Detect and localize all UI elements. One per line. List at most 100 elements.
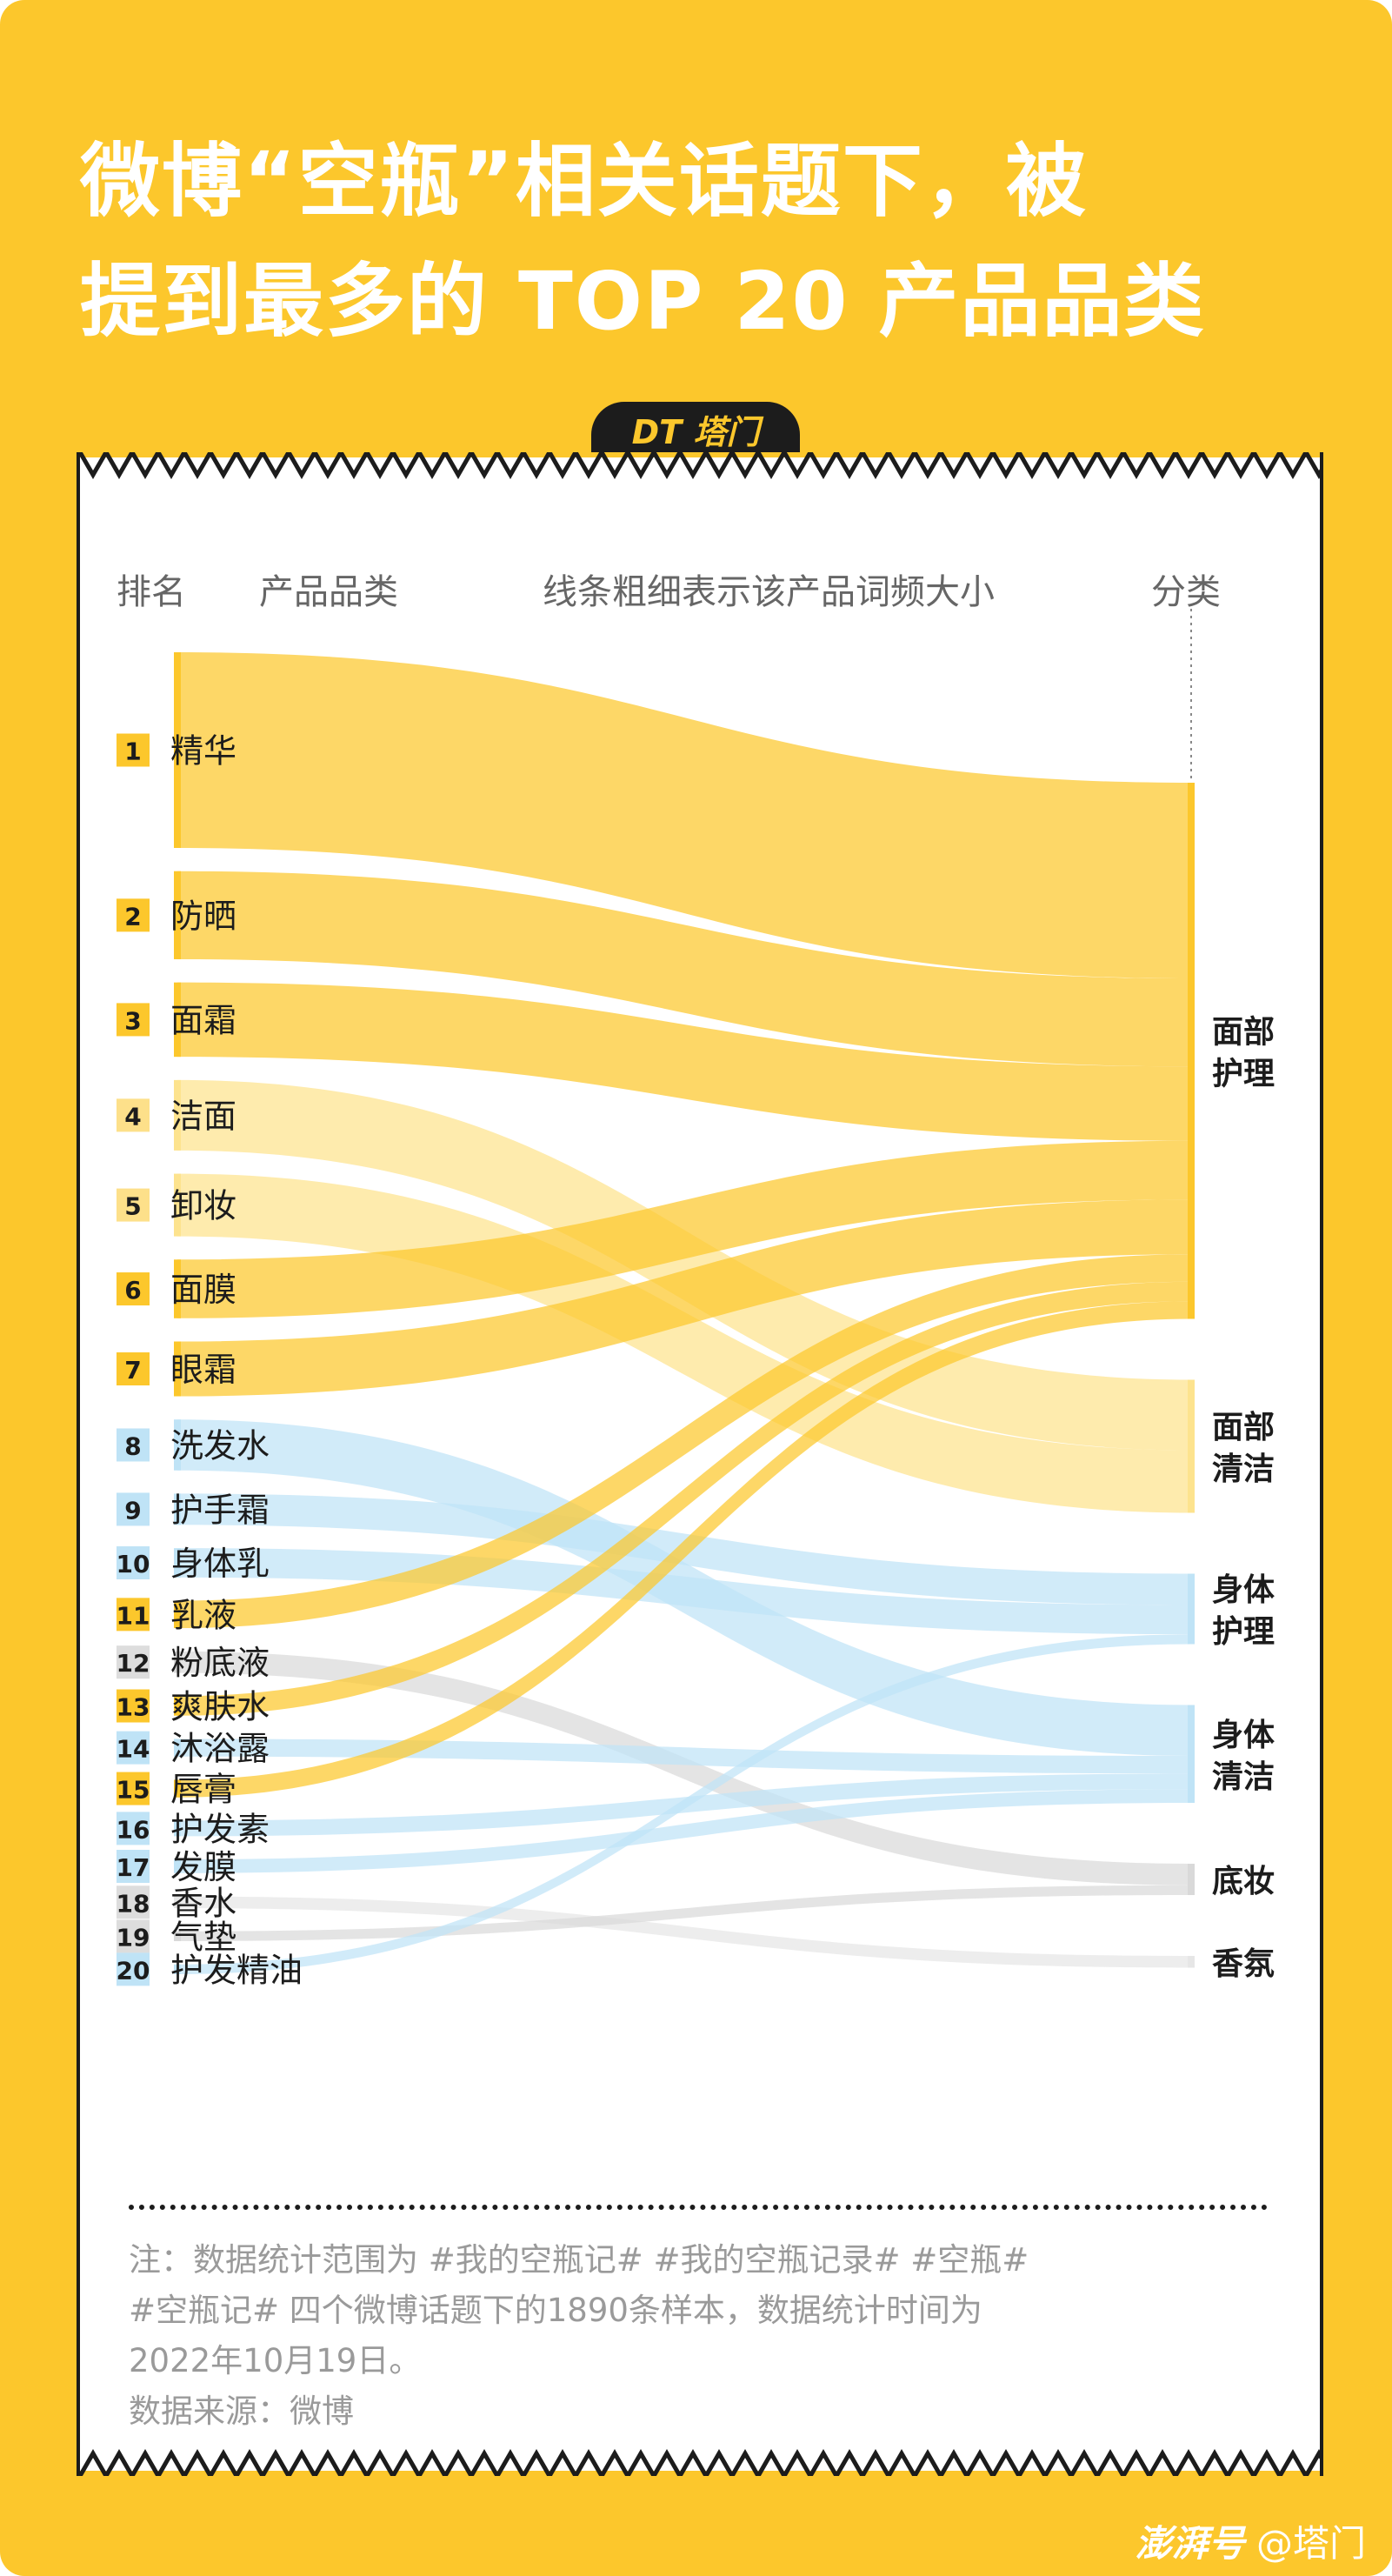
rank-label: 20 — [117, 1956, 150, 1985]
product-node-13 — [174, 1696, 181, 1716]
rank-label: 3 — [124, 1006, 141, 1035]
product-node-20 — [174, 1964, 181, 1974]
title-line-2: 提到最多的 TOP 20 产品品类 — [80, 255, 1206, 348]
rank-label: 1 — [124, 737, 141, 766]
product-label: 香水 — [170, 1884, 236, 1922]
product-node-10 — [174, 1548, 181, 1578]
rank-badge — [117, 1952, 150, 1986]
rank-label: 2 — [124, 902, 141, 931]
category-node-face_care — [1188, 783, 1195, 1319]
rank-badge — [117, 1731, 150, 1765]
category-label: 面部 — [1212, 1410, 1275, 1445]
rank-badge — [117, 1689, 150, 1723]
flow-13 — [177, 1281, 1191, 1716]
product-node-18 — [174, 1896, 181, 1909]
category-label: 护理 — [1212, 1056, 1275, 1091]
flow-19 — [177, 1885, 1191, 1942]
product-node-3 — [174, 982, 181, 1058]
rank-label: 7 — [124, 1356, 141, 1385]
flow-15 — [177, 1301, 1191, 1798]
account-name: @塔门 — [1255, 2522, 1366, 2565]
rank-badge — [117, 1188, 150, 1222]
product-node-11 — [174, 1600, 181, 1629]
rank-label: 5 — [124, 1192, 141, 1221]
rank-badge — [117, 1812, 150, 1845]
flow-7 — [177, 1199, 1191, 1397]
rank-label: 6 — [124, 1276, 141, 1305]
zigzag-bottom-edge — [80, 2448, 1320, 2476]
sankey-links — [177, 652, 1191, 1974]
flow-12 — [177, 1651, 1191, 1885]
product-label: 防晒 — [170, 897, 236, 935]
rank-label: 19 — [117, 1923, 150, 1952]
header-width-note: 线条粗细表示该产品词频大小 — [543, 572, 995, 612]
product-label: 沐浴露 — [170, 1730, 270, 1768]
rank-badge — [117, 1098, 150, 1132]
flow-14 — [177, 1738, 1191, 1774]
category-label: 底妆 — [1212, 1864, 1275, 1899]
product-node-4 — [174, 1079, 181, 1151]
rank-badge — [117, 1919, 150, 1953]
rank-badge — [117, 1772, 150, 1805]
header-category: 分类 — [1151, 572, 1221, 612]
page-title: 微博“空瓶”相关话题下，被 提到最多的 TOP 20 产品品类 — [80, 122, 1332, 362]
product-node-5 — [174, 1173, 181, 1237]
rank-label: 9 — [124, 1496, 141, 1525]
platform-name: 澎湃号 — [1135, 2522, 1245, 2565]
category-label: 身体 — [1212, 1718, 1275, 1753]
rank-badge — [117, 1546, 150, 1580]
footnote-line-3: 2022年10月19日。 — [129, 2342, 422, 2379]
flow-18 — [177, 1896, 1191, 1968]
flow-20 — [177, 1634, 1191, 1974]
rank-badge — [117, 733, 150, 767]
category-label: 面部 — [1212, 1014, 1275, 1050]
footnote: 注：数据统计范围为 #我的空瓶记# #我的空瓶记录# #空瓶# #空瓶记# 四个… — [129, 2235, 1172, 2437]
product-label: 乳液 — [170, 1596, 236, 1634]
rank-label: 17 — [117, 1853, 150, 1882]
header-product: 产品品类 — [259, 572, 398, 612]
category-node-face_clean — [1188, 1379, 1195, 1513]
sankey-chart: 1 精华 2 防晒 3 面霜 4 洁面 5 卸妆 6 面膜 7 眼霜 8 洗发水 9 护手霜 10 身体乳 11 乳液 12… — [117, 609, 1275, 1989]
rank-badge — [117, 1352, 150, 1386]
product-node-1 — [174, 652, 181, 848]
flow-1 — [177, 652, 1191, 978]
rank-badge — [117, 1598, 150, 1632]
product-label: 洁面 — [170, 1097, 236, 1135]
rank-badge — [117, 1885, 150, 1919]
rank-label: 4 — [124, 1102, 141, 1131]
product-node-16 — [174, 1820, 181, 1837]
rank-badge — [117, 898, 150, 932]
product-node-8 — [174, 1419, 181, 1471]
rank-label: 15 — [117, 1776, 150, 1805]
category-node-body_care — [1188, 1573, 1195, 1645]
product-label: 卸妆 — [170, 1187, 236, 1225]
product-node-2 — [174, 871, 181, 959]
rank-label: 14 — [117, 1735, 150, 1764]
footnote-line-1: 注：数据统计范围为 #我的空瓶记# #我的空瓶记录# #空瓶# — [129, 2241, 1029, 2279]
zigzag-top-edge — [80, 452, 1320, 480]
product-label: 发膜 — [170, 1848, 236, 1886]
category-node-base_makeup — [1188, 1864, 1195, 1895]
category-label: 清洁 — [1212, 1452, 1275, 1487]
flow-2 — [177, 871, 1191, 1067]
category-node-body_clean — [1188, 1705, 1195, 1803]
rank-label: 12 — [117, 1649, 150, 1678]
rank-label: 8 — [124, 1431, 141, 1460]
rank-label: 18 — [117, 1889, 150, 1918]
rank-badge — [117, 1272, 150, 1306]
flow-17 — [177, 1789, 1191, 1873]
rank-badge — [117, 1849, 150, 1883]
header-rank: 排名 — [117, 572, 186, 612]
rank-label: 11 — [117, 1601, 150, 1630]
product-label: 爽肤水 — [170, 1688, 270, 1726]
category-label: 护理 — [1212, 1614, 1275, 1650]
data-source: 数据来源：微博 — [129, 2392, 354, 2430]
product-nodes: 1 精华 2 防晒 3 面霜 4 洁面 5 卸妆 6 面膜 7 眼霜 8 洗发水 9 护手霜 10 身体乳 11 乳液 12… — [117, 652, 303, 1989]
dotted-divider — [129, 2205, 1268, 2210]
product-label: 身体乳 — [170, 1545, 270, 1583]
dt-logo: DT 塔门 — [591, 402, 800, 459]
title-line-1: 微博“空瓶”相关话题下，被 — [80, 135, 1088, 228]
rank-badge — [117, 1003, 150, 1037]
rank-badge — [117, 1428, 150, 1462]
